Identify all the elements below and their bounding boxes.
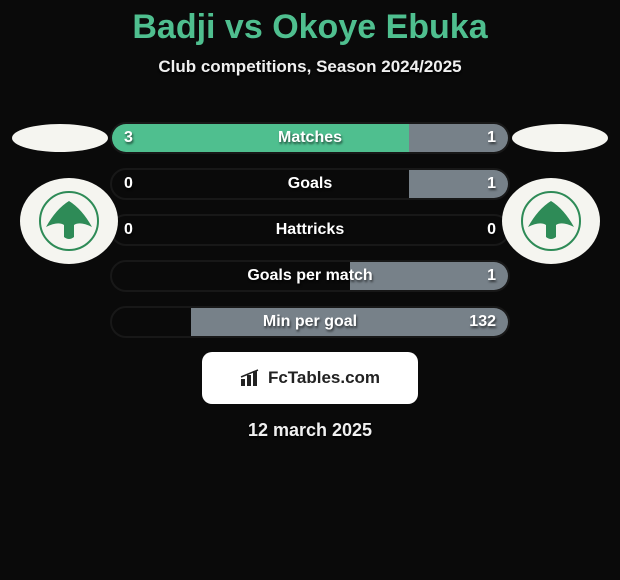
stat-value-right: 1 bbox=[487, 175, 496, 193]
page-subtitle: Club competitions, Season 2024/2025 bbox=[0, 57, 620, 77]
stat-label: Min per goal bbox=[263, 313, 357, 331]
stat-value-left: 0 bbox=[124, 221, 133, 239]
stat-label: Goals per match bbox=[247, 267, 372, 285]
stats-container: 3 Matches 1 0 Goals 1 0 Hattricks 0 Goal… bbox=[110, 122, 510, 441]
eagle-icon bbox=[34, 191, 104, 251]
stat-bar-left bbox=[112, 124, 409, 152]
bars-icon bbox=[240, 369, 262, 387]
stat-row-hattricks: 0 Hattricks 0 bbox=[110, 214, 510, 246]
stat-row-goals-per-match: Goals per match 1 bbox=[110, 260, 510, 292]
stat-value-right: 1 bbox=[487, 267, 496, 285]
stat-value-left: 3 bbox=[124, 129, 133, 147]
stat-value-right: 0 bbox=[487, 221, 496, 239]
player-right-flag-placeholder bbox=[512, 124, 608, 152]
stat-label: Hattricks bbox=[276, 221, 344, 239]
club-crest-left bbox=[20, 178, 118, 264]
page-title: Badji vs Okoye Ebuka bbox=[0, 0, 620, 47]
stat-value-left: 0 bbox=[124, 175, 133, 193]
stat-value-right: 1 bbox=[487, 129, 496, 147]
player-left-flag-placeholder bbox=[12, 124, 108, 152]
club-crest-right bbox=[502, 178, 600, 264]
stat-label: Matches bbox=[278, 129, 342, 147]
stat-row-goals: 0 Goals 1 bbox=[110, 168, 510, 200]
branding-label: FcTables.com bbox=[268, 368, 380, 388]
footer-date: 12 march 2025 bbox=[110, 420, 510, 441]
stat-value-right: 132 bbox=[469, 313, 496, 331]
branding-badge[interactable]: FcTables.com bbox=[202, 352, 418, 404]
stat-bar-right bbox=[350, 262, 508, 290]
stat-label: Goals bbox=[288, 175, 332, 193]
eagle-icon bbox=[516, 191, 586, 251]
stat-row-min-per-goal: Min per goal 132 bbox=[110, 306, 510, 338]
stat-row-matches: 3 Matches 1 bbox=[110, 122, 510, 154]
